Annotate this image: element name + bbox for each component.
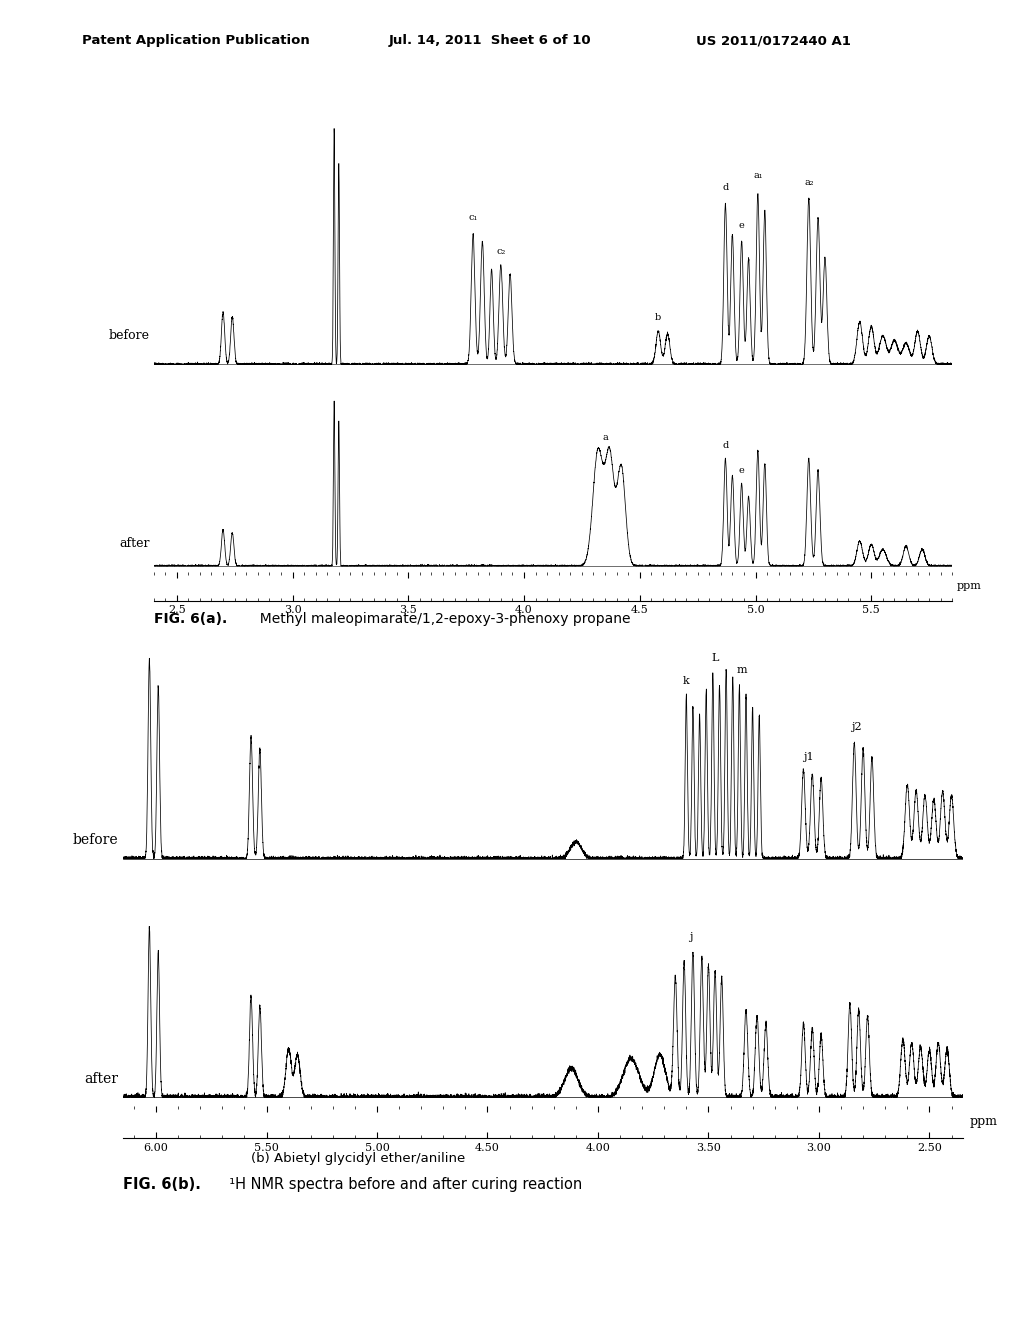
Text: c₁: c₁ <box>468 214 478 223</box>
Text: k: k <box>683 676 690 686</box>
Text: ¹H NMR spectra before and after curing reaction: ¹H NMR spectra before and after curing r… <box>220 1177 583 1192</box>
Text: after: after <box>119 537 150 550</box>
Text: j1: j1 <box>803 751 813 762</box>
Text: j2: j2 <box>851 722 862 733</box>
Text: e: e <box>738 220 744 230</box>
Text: Methyl maleopimarate/1,2-epoxy-3-phenoxy propane: Methyl maleopimarate/1,2-epoxy-3-phenoxy… <box>251 612 631 627</box>
Text: Jul. 14, 2011  Sheet 6 of 10: Jul. 14, 2011 Sheet 6 of 10 <box>389 34 592 48</box>
Text: c₂: c₂ <box>497 247 506 256</box>
Text: FIG. 6(b).: FIG. 6(b). <box>123 1177 201 1192</box>
Text: a: a <box>602 433 608 442</box>
Text: ppm: ppm <box>969 1115 997 1129</box>
Text: b: b <box>655 313 662 322</box>
Text: before: before <box>73 833 119 847</box>
Text: Patent Application Publication: Patent Application Publication <box>82 34 309 48</box>
Text: m: m <box>736 665 746 676</box>
Text: (b) Abietyl glycidyl ether/aniline: (b) Abietyl glycidyl ether/aniline <box>251 1152 466 1166</box>
Text: j: j <box>689 932 692 942</box>
Text: FIG. 6(a).: FIG. 6(a). <box>154 612 227 627</box>
Text: e: e <box>738 466 744 475</box>
Text: after: after <box>85 1072 119 1086</box>
Text: US 2011/0172440 A1: US 2011/0172440 A1 <box>696 34 851 48</box>
Text: before: before <box>109 329 150 342</box>
Text: d: d <box>722 182 728 191</box>
Text: a₁: a₁ <box>753 170 763 180</box>
Text: L: L <box>712 653 719 663</box>
Text: ppm: ppm <box>957 581 982 591</box>
Text: a₂: a₂ <box>804 178 813 187</box>
Text: d: d <box>722 441 728 450</box>
